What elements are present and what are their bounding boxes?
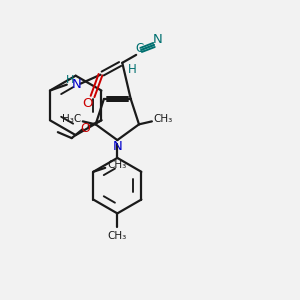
Text: H₃C: H₃C — [62, 114, 82, 124]
Text: CH₃: CH₃ — [153, 114, 172, 124]
Text: H: H — [66, 75, 74, 85]
Text: N: N — [72, 78, 82, 91]
Text: O: O — [81, 122, 91, 135]
Text: C: C — [135, 42, 143, 56]
Text: H: H — [128, 63, 136, 76]
Text: CH₃: CH₃ — [107, 160, 127, 170]
Text: N: N — [112, 140, 122, 152]
Text: O: O — [82, 97, 93, 110]
Text: CH₃: CH₃ — [108, 231, 127, 241]
Text: N: N — [153, 32, 163, 46]
